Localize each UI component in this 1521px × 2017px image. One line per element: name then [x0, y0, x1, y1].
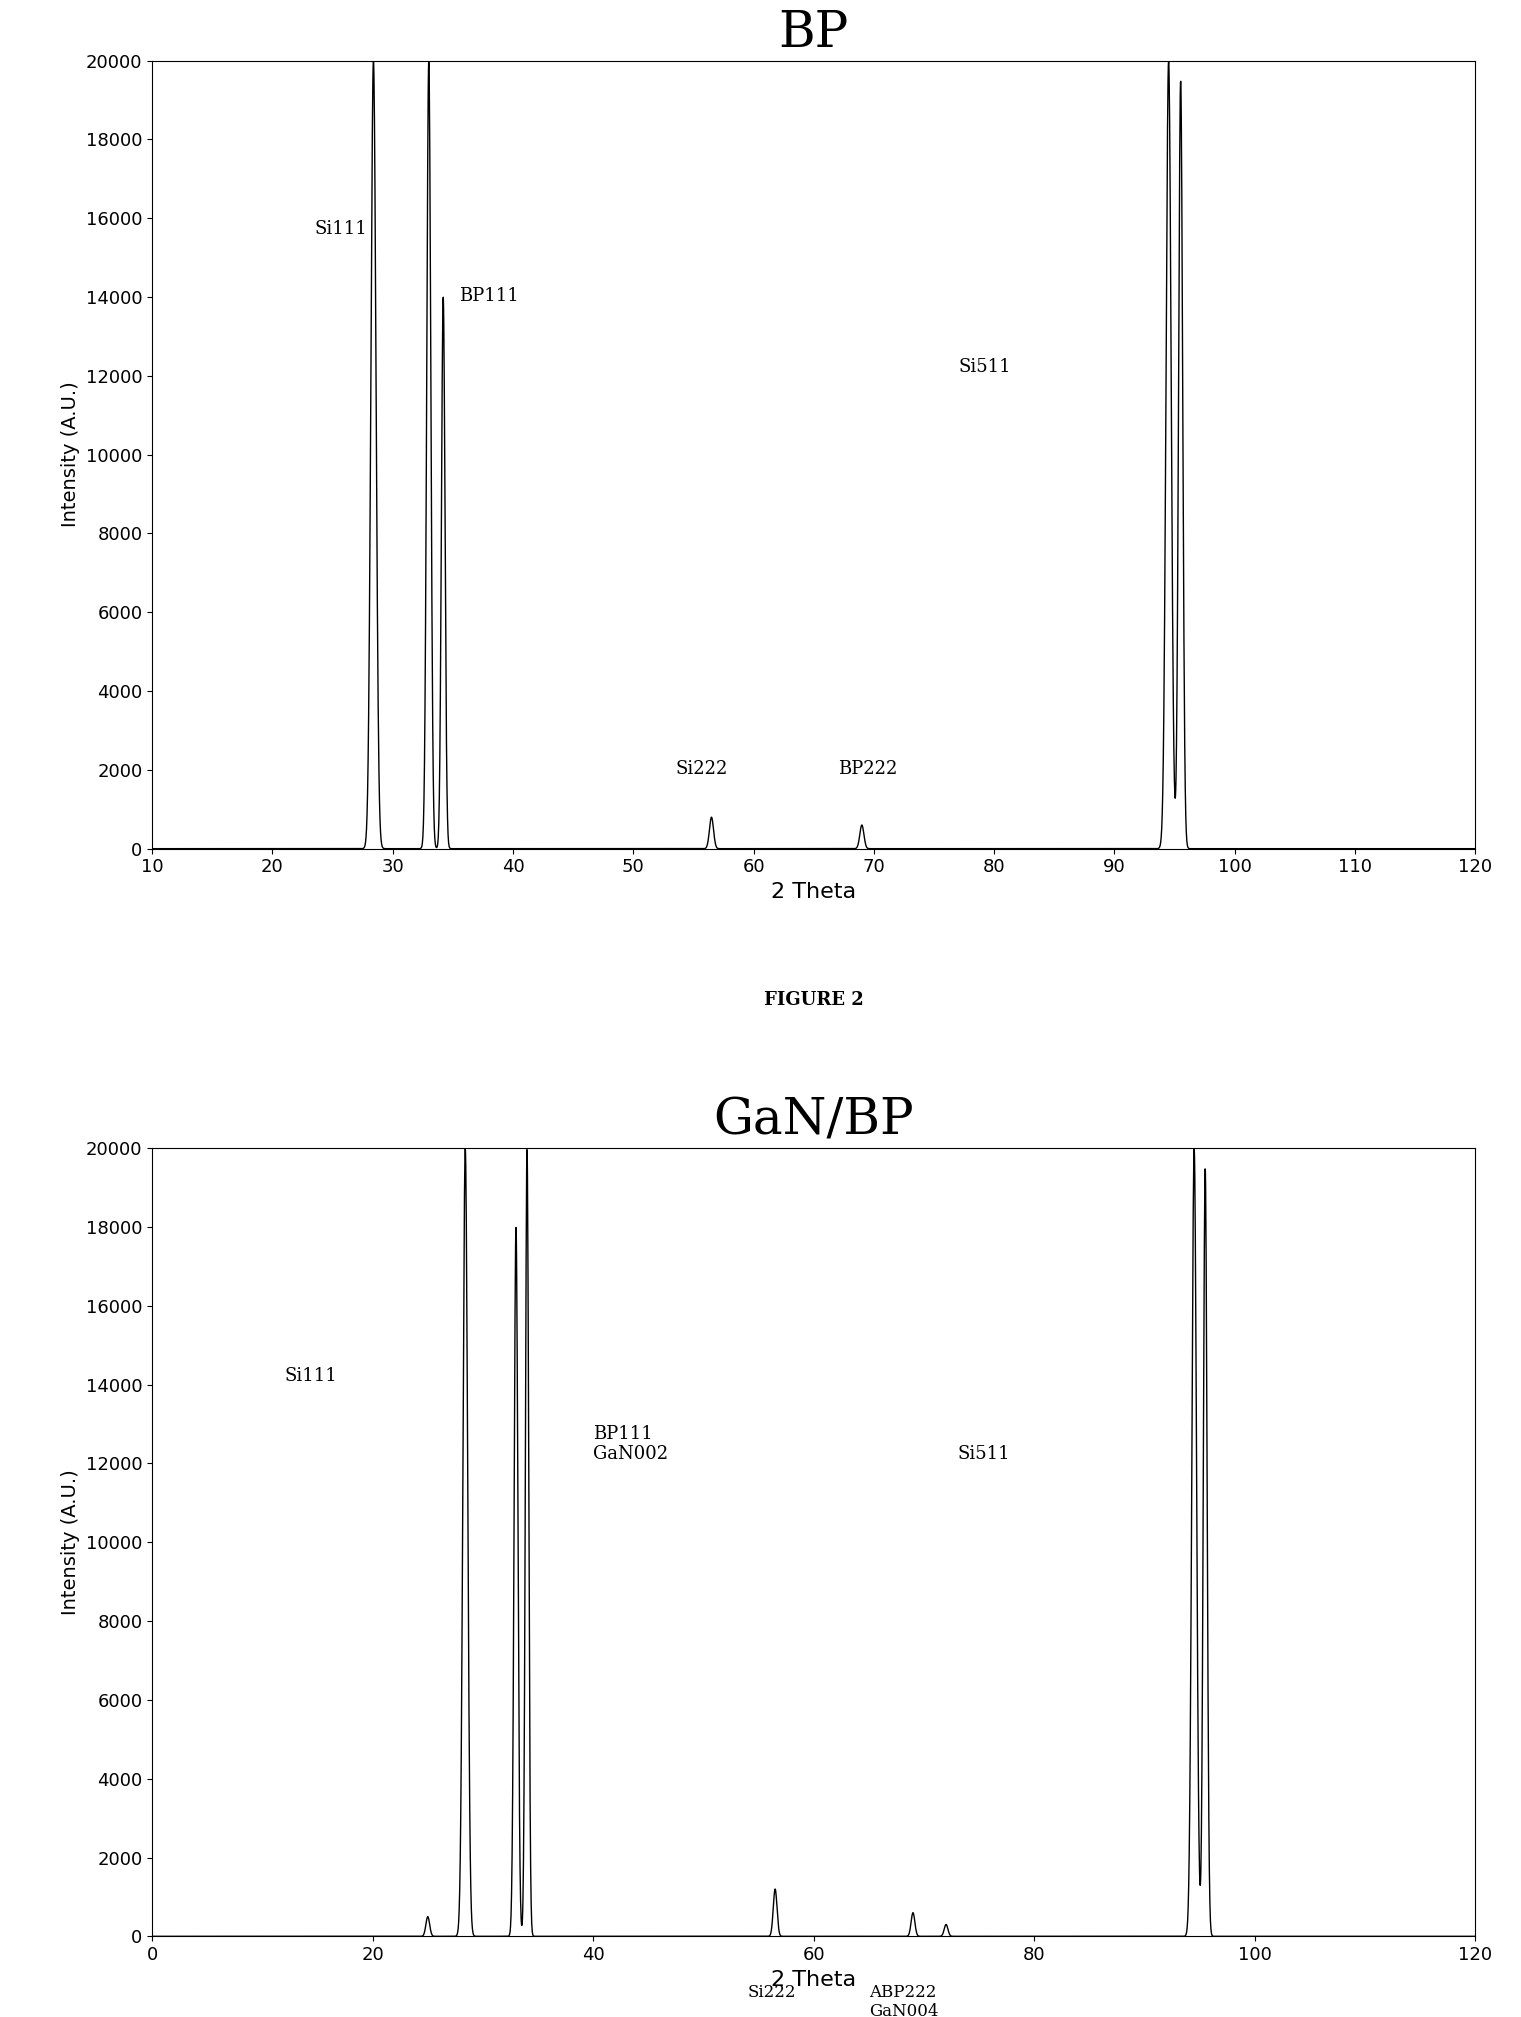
Title: BP: BP	[779, 8, 849, 58]
Text: Si222: Si222	[748, 1983, 795, 2001]
Text: FIGURE 2: FIGURE 2	[764, 990, 864, 1008]
Text: Si511: Si511	[957, 1446, 1010, 1464]
Text: ABP222
GaN004: ABP222 GaN004	[868, 1983, 938, 2017]
X-axis label: 2 Theta: 2 Theta	[771, 1969, 856, 1989]
Y-axis label: Intensity (A.U.): Intensity (A.U.)	[61, 381, 81, 528]
Text: Si111: Si111	[284, 1368, 338, 1384]
Text: BP222: BP222	[838, 760, 897, 779]
Text: Si511: Si511	[958, 357, 1011, 375]
Title: GaN/BP: GaN/BP	[713, 1095, 914, 1146]
Text: BP111: BP111	[459, 286, 519, 305]
Y-axis label: Intensity (A.U.): Intensity (A.U.)	[61, 1468, 81, 1616]
Text: BP111
GaN002: BP111 GaN002	[593, 1424, 668, 1464]
X-axis label: 2 Theta: 2 Theta	[771, 881, 856, 902]
Text: Si222: Si222	[675, 760, 727, 779]
Text: Si111: Si111	[315, 220, 367, 238]
